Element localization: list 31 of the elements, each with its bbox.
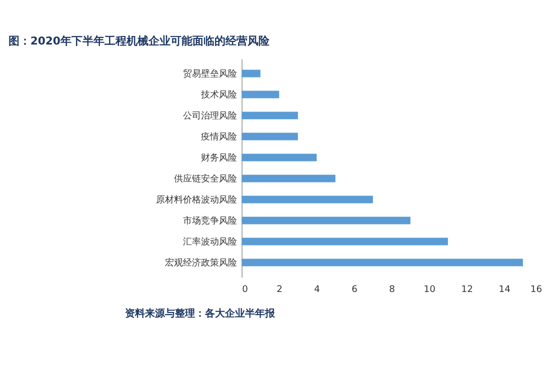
y-tick-label: 原材料价格波动风险 xyxy=(156,194,238,206)
bar xyxy=(242,90,280,98)
x-tick-label: 12 xyxy=(461,284,473,295)
x-tick-label: 16 xyxy=(530,284,542,295)
bar xyxy=(242,70,260,78)
x-tick-label: 8 xyxy=(389,284,396,295)
y-tick-label: 市场竞争风险 xyxy=(183,215,238,226)
y-tick-label: 疫情风险 xyxy=(201,131,238,142)
bar xyxy=(242,154,317,162)
y-tick-label: 财务风险 xyxy=(201,152,238,164)
bar xyxy=(242,258,523,266)
y-tick-label: 汇率波动风险 xyxy=(183,236,238,248)
bar xyxy=(242,238,448,246)
y-tick-label: 技术风险 xyxy=(200,89,238,100)
x-tick-label: 2 xyxy=(276,284,282,295)
y-tick-label: 公司治理风险 xyxy=(183,110,238,122)
bar xyxy=(242,216,410,224)
text: 资料来源与整理：各大企业半年报 xyxy=(125,307,276,320)
bar xyxy=(242,196,373,204)
bar xyxy=(242,174,336,182)
y-tick-label: 贸易壁垒风险 xyxy=(183,68,238,80)
y-tick-label: 供应链安全风险 xyxy=(174,173,238,184)
bar xyxy=(242,112,298,120)
x-tick-label: 0 xyxy=(242,284,248,295)
bar xyxy=(242,132,298,140)
y-tick-label: 宏观经济政策风险 xyxy=(165,257,238,268)
x-tick-label: 4 xyxy=(314,284,320,295)
text: 图：2020年下半年工程机械企业可能面临的经营风险 xyxy=(8,34,270,48)
x-tick-label: 6 xyxy=(352,284,358,295)
x-tick-label: 14 xyxy=(498,284,511,295)
x-tick-label: 10 xyxy=(424,284,436,295)
